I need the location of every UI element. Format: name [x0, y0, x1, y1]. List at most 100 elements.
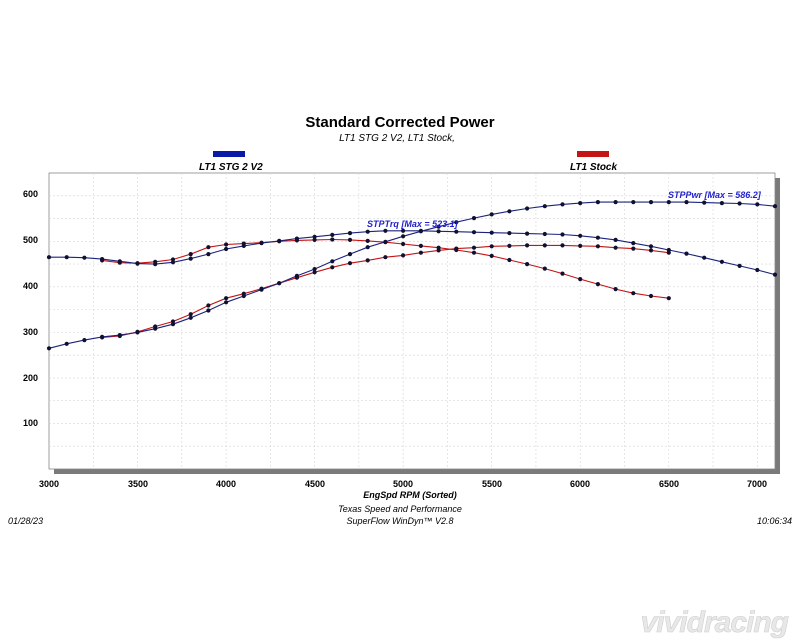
data-point-lt1-stg-2-v2-stptrq — [46, 255, 52, 260]
data-point-lt1-stock-stptrq — [188, 252, 193, 257]
data-point-lt1-stock-stptrq — [525, 262, 530, 267]
data-point-lt1-stg-2-v2-stppwr — [401, 234, 406, 239]
data-point-lt1-stock-stppwr — [595, 244, 601, 249]
data-point-lt1-stg-2-v2-stptrq — [595, 235, 601, 240]
footer-date: 01/28/23 — [8, 516, 43, 526]
data-point-lt1-stg-2-v2-stppwr — [46, 346, 52, 351]
data-point-lt1-stg-2-v2-stppwr — [347, 252, 353, 257]
data-point-lt1-stg-2-v2-stppwr — [64, 341, 69, 346]
data-point-lt1-stock-stppwr — [347, 261, 353, 266]
data-point-lt1-stg-2-v2-stppwr — [135, 330, 140, 335]
data-point-lt1-stock-stptrq — [489, 253, 494, 258]
data-point-lt1-stock-stptrq — [578, 277, 583, 282]
data-point-lt1-stg-2-v2-stppwr — [755, 202, 760, 207]
data-point-lt1-stg-2-v2-stptrq — [365, 229, 370, 234]
annotation-max-power: STPPwr [Max = 586.2] — [668, 190, 762, 200]
data-point-lt1-stock-stppwr — [631, 246, 636, 251]
legend-swatch-stg2 — [213, 151, 245, 157]
data-point-lt1-stock-stppwr — [542, 243, 547, 248]
data-point-lt1-stock-stptrq — [365, 238, 370, 243]
data-point-lt1-stg-2-v2-stppwr — [117, 333, 122, 338]
data-point-lt1-stg-2-v2-stppwr — [684, 200, 689, 205]
data-point-lt1-stg-2-v2-stptrq — [117, 259, 122, 264]
data-point-lt1-stg-2-v2-stppwr — [666, 200, 671, 205]
watermark-text: vividracing — [641, 606, 789, 639]
data-point-lt1-stg-2-v2-stppwr — [560, 202, 565, 207]
data-point-lt1-stg-2-v2-stptrq — [241, 243, 246, 248]
data-point-lt1-stg-2-v2-stptrq — [135, 261, 140, 266]
data-point-lt1-stock-stppwr — [436, 248, 441, 253]
y-tick-labels: 600 500 400 300 200 100 — [23, 189, 38, 428]
series-line-lt1-stg-2-v2-stppwr — [48, 201, 776, 349]
data-point-lt1-stg-2-v2-stptrq — [82, 255, 87, 260]
data-point-lt1-stg-2-v2-stptrq — [666, 247, 671, 253]
data-point-lt1-stg-2-v2-stppwr — [170, 322, 176, 327]
data-point-lt1-stg-2-v2-stppwr — [772, 204, 778, 209]
data-point-lt1-stg-2-v2-stptrq — [170, 260, 176, 265]
data-point-lt1-stg-2-v2-stppwr — [631, 200, 636, 205]
data-point-lt1-stg-2-v2-stptrq — [64, 255, 69, 260]
data-point-lt1-stg-2-v2-stppwr — [737, 201, 742, 206]
data-point-lt1-stock-stppwr — [330, 265, 335, 270]
data-point-lt1-stg-2-v2-stppwr — [613, 200, 618, 205]
data-point-lt1-stock-stppwr — [489, 244, 494, 249]
series-line-lt1-stg-2-v2-stptrq — [49, 230, 776, 276]
data-point-lt1-stg-2-v2-stppwr — [383, 239, 388, 244]
data-point-lt1-stg-2-v2-stppwr — [648, 200, 654, 205]
data-point-lt1-stg-2-v2-stptrq — [259, 241, 264, 246]
data-point-lt1-stg-2-v2-stppwr — [206, 308, 211, 313]
data-point-lt1-stock-stppwr — [365, 258, 370, 263]
data-point-lt1-stock-stptrq — [206, 245, 211, 250]
data-point-lt1-stock-stptrq — [666, 296, 671, 301]
data-point-lt1-stg-2-v2-stppwr — [719, 201, 725, 206]
legend-swatch-stock — [577, 151, 609, 157]
data-point-lt1-stg-2-v2-stppwr — [294, 273, 299, 278]
data-point-lt1-stg-2-v2-stptrq — [100, 257, 105, 262]
data-point-lt1-stg-2-v2-stptrq — [330, 232, 335, 237]
plot-area — [48, 172, 776, 470]
y-tick-label: 500 — [23, 235, 38, 245]
data-point-lt1-stock-stppwr — [613, 245, 618, 250]
data-point-lt1-stock-stppwr — [206, 303, 211, 308]
data-point-lt1-stock-stptrq — [312, 237, 317, 242]
data-point-lt1-stock-stppwr — [312, 270, 317, 275]
data-point-lt1-stock-stptrq — [507, 257, 512, 263]
chart-subtitle: LT1 STG 2 V2, LT1 Stock, — [339, 133, 455, 144]
chart-title: Standard Corrected Power — [305, 114, 494, 131]
data-point-lt1-stock-stppwr — [507, 243, 512, 248]
data-point-lt1-stg-2-v2-stptrq — [206, 252, 211, 257]
data-point-lt1-stock-stptrq — [631, 291, 636, 296]
data-point-lt1-stock-stppwr — [188, 312, 193, 317]
data-point-lt1-stock-stptrq — [418, 243, 423, 248]
data-point-lt1-stock-stptrq — [595, 282, 601, 287]
x-tick-label: 6000 — [570, 479, 590, 489]
data-point-lt1-stg-2-v2-stppwr — [489, 212, 494, 217]
data-point-lt1-stg-2-v2-stptrq — [737, 263, 742, 268]
data-point-lt1-stg-2-v2-stptrq — [277, 238, 282, 243]
annotation-max-torque: STPTrq [Max = 523.1] — [367, 219, 459, 229]
x-tick-label: 4000 — [216, 479, 236, 489]
data-point-lt1-stg-2-v2-stppwr — [153, 326, 158, 331]
data-point-lt1-stg-2-v2-stptrq — [454, 229, 459, 234]
data-point-lt1-stock-stptrq — [224, 242, 229, 247]
data-point-lt1-stock-stppwr — [401, 253, 406, 258]
data-point-lt1-stg-2-v2-stptrq — [772, 272, 778, 277]
data-point-lt1-stock-stppwr — [224, 296, 229, 301]
data-point-lt1-stg-2-v2-stppwr — [100, 334, 105, 339]
data-point-lt1-stock-stppwr — [560, 243, 565, 248]
data-point-lt1-stg-2-v2-stptrq — [188, 256, 193, 261]
x-tick-label: 5500 — [482, 479, 502, 489]
data-point-lt1-stg-2-v2-stptrq — [294, 236, 299, 241]
data-point-lt1-stg-2-v2-stppwr — [542, 204, 547, 209]
data-point-lt1-stock-stptrq — [613, 287, 618, 292]
data-point-lt1-stg-2-v2-stptrq — [224, 246, 229, 252]
data-point-lt1-stg-2-v2-stptrq — [719, 259, 725, 264]
data-point-lt1-stg-2-v2-stptrq — [401, 228, 406, 233]
data-point-lt1-stg-2-v2-stppwr — [224, 300, 229, 305]
x-tick-label: 7000 — [747, 479, 767, 489]
data-point-lt1-stg-2-v2-stptrq — [560, 232, 565, 237]
data-point-lt1-stg-2-v2-stptrq — [347, 231, 353, 236]
data-point-lt1-stock-stptrq — [471, 250, 477, 255]
data-point-lt1-stg-2-v2-stppwr — [241, 293, 246, 299]
data-point-lt1-stg-2-v2-stppwr — [259, 287, 264, 292]
